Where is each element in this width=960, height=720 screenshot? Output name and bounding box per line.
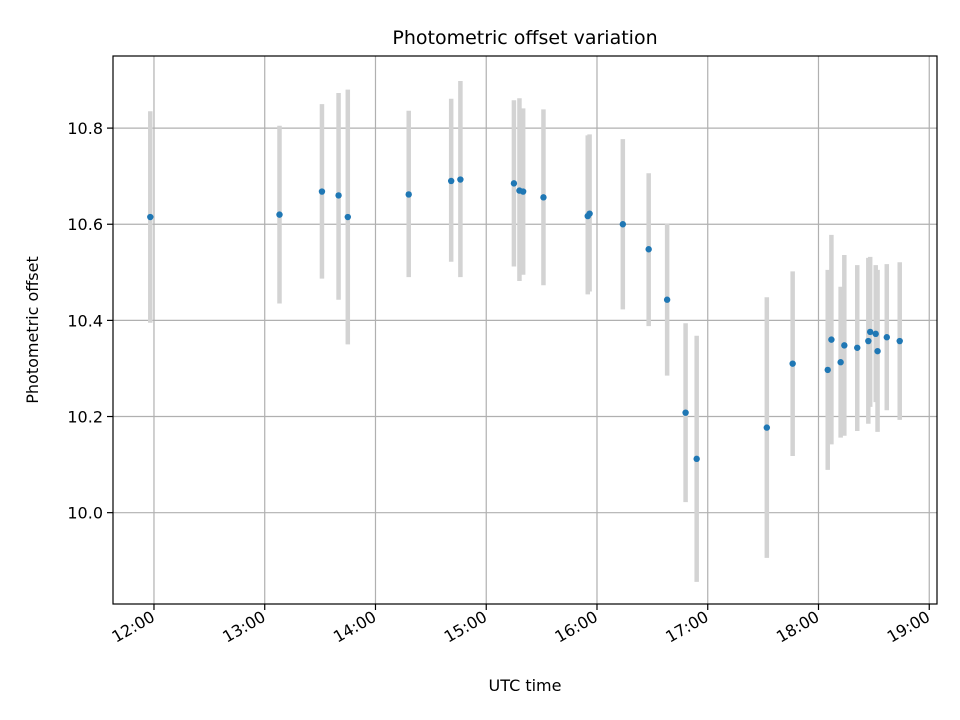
data-point [405, 191, 412, 198]
data-point [663, 296, 671, 303]
data-point [344, 213, 351, 221]
data-point [865, 337, 872, 345]
data-point [872, 330, 879, 338]
data-point [789, 360, 796, 367]
data-point [645, 246, 652, 253]
y-axis-label: Photometric offset [23, 256, 42, 404]
y-tick-label: 10.4 [67, 311, 103, 330]
y-tick-label: 10.0 [67, 504, 103, 523]
data-point [619, 221, 627, 228]
data-point [519, 188, 527, 195]
data-point [682, 409, 689, 416]
data-point [693, 455, 700, 463]
data-point [896, 337, 903, 345]
data-point [874, 347, 881, 355]
grid [113, 56, 937, 604]
data-point [318, 188, 326, 195]
data-point [147, 213, 154, 221]
plot-frame [112, 55, 938, 605]
data-point [841, 342, 848, 349]
data-point [510, 180, 518, 187]
data-point [763, 424, 771, 431]
data-point [586, 210, 593, 217]
y-tick-label: 10.6 [67, 215, 103, 234]
data-point [335, 192, 342, 199]
chart-title: Photometric offset variation [392, 27, 657, 49]
data-point [883, 334, 890, 341]
data-points [147, 176, 903, 463]
data-point [866, 328, 874, 336]
data-point [457, 176, 464, 183]
data-point [824, 366, 831, 374]
y-tick-label: 10.8 [67, 119, 103, 138]
y-tick-label: 10.2 [67, 408, 103, 427]
data-point [447, 177, 455, 185]
data-point [854, 344, 861, 351]
data-point [828, 336, 835, 343]
data-point [276, 211, 283, 218]
x-axis-label: UTC time [489, 676, 562, 695]
y-axis: 10.0 10.2 10.4 10.6 10.8 [67, 119, 113, 523]
data-point [540, 194, 547, 201]
data-point [837, 359, 844, 366]
